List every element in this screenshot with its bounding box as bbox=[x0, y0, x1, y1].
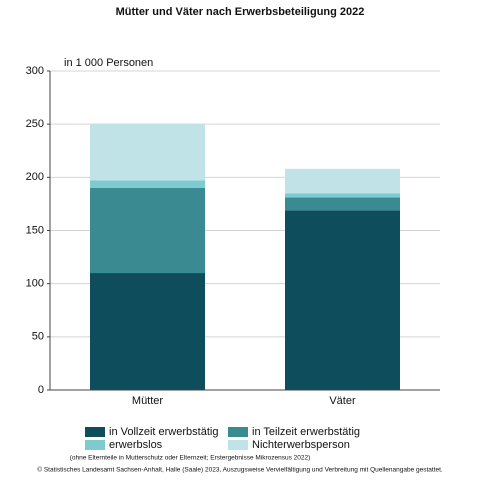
bar-segment bbox=[90, 180, 205, 188]
bar-segment bbox=[90, 273, 205, 390]
y-tick-label: 200 bbox=[26, 171, 44, 183]
x-tick-label: Mütter bbox=[132, 395, 164, 407]
legend-label: in Teilzeit erwerbstätig bbox=[252, 426, 360, 438]
bar-segment bbox=[285, 193, 400, 198]
y-tick-label: 300 bbox=[26, 65, 44, 77]
legend-label: in Vollzeit erwerbstätig bbox=[109, 426, 218, 438]
legend-swatch bbox=[228, 440, 248, 450]
legend-label: erwerbslos bbox=[109, 439, 163, 451]
legend-swatch bbox=[85, 427, 105, 437]
y-tick-label: 100 bbox=[26, 278, 44, 290]
y-tick-label: 250 bbox=[26, 118, 44, 130]
x-tick-label: Väter bbox=[329, 395, 356, 407]
bar-segment bbox=[285, 210, 400, 390]
bar-segment bbox=[90, 187, 205, 274]
chart-title: Mütter und Väter nach Erwerbsbeteiligung… bbox=[116, 6, 365, 18]
y-tick-label: 150 bbox=[26, 224, 44, 236]
y-tick-label: 0 bbox=[38, 384, 44, 396]
legend-label: Nichterwerbsperson bbox=[252, 439, 350, 451]
bar-segment bbox=[285, 197, 400, 211]
y-tick-label: 50 bbox=[32, 331, 44, 343]
y-axis-label: in 1 000 Personen bbox=[64, 57, 153, 69]
source: © Statistisches Landesamt Sachsen-Anhalt… bbox=[37, 466, 443, 474]
footnote: (ohne Elternteile in Mutterschutz oder E… bbox=[70, 455, 311, 462]
legend-swatch bbox=[85, 440, 105, 450]
bar-segment bbox=[285, 168, 400, 194]
bar-segment bbox=[90, 124, 205, 181]
legend-swatch bbox=[228, 427, 248, 437]
